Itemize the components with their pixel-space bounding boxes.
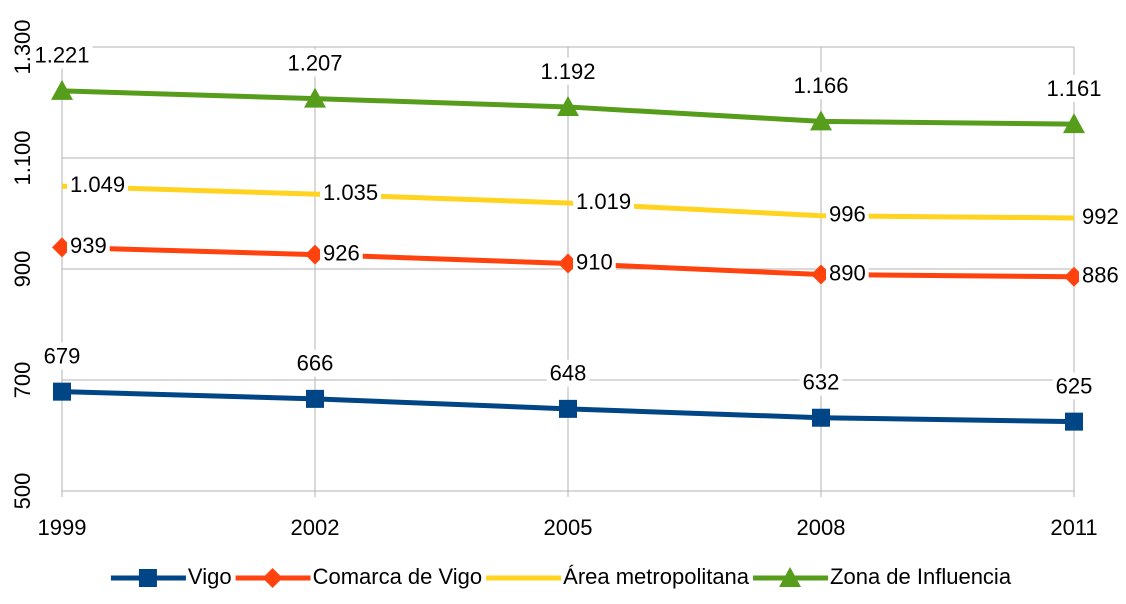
value-label-text: 666 [297, 351, 334, 376]
value-label-bg [826, 259, 869, 287]
value-label-bg [320, 239, 363, 267]
value-label-bg [573, 187, 635, 215]
marker [559, 399, 577, 418]
value-label-text: 625 [1056, 373, 1093, 398]
x-tick-label: 2011 [1050, 515, 1097, 540]
value-label-text: 1.035 [323, 180, 378, 205]
value-label-text: 910 [576, 249, 613, 274]
value-label-text: 926 [323, 240, 360, 265]
value-label: 996 [826, 200, 869, 228]
x-tick-label: 2002 [291, 515, 340, 540]
value-label: 648 [546, 359, 590, 387]
value-label: 1.019 [573, 187, 635, 215]
marker [138, 569, 157, 587]
value-label: 666 [293, 349, 337, 377]
value-label-bg [826, 200, 869, 228]
value-label-bg [1079, 202, 1122, 230]
value-label: 1.221 [31, 41, 93, 69]
value-label: 910 [573, 248, 616, 276]
value-label-text: 648 [550, 361, 587, 386]
x-tick-label: 2008 [797, 515, 846, 540]
legend-label: Área metropolitana [563, 564, 750, 589]
y-tick-label: 1.100 [10, 130, 35, 185]
legend: Vigo Comarca de Vigo Área metropolitana Zon… [110, 564, 1012, 589]
value-label: 886 [1079, 261, 1122, 289]
value-label-bg [573, 248, 616, 276]
value-label-text: 1.049 [70, 172, 125, 197]
value-label-bg [320, 178, 382, 206]
value-label-text: 1.166 [793, 73, 848, 98]
value-label-text: 1.207 [287, 50, 342, 75]
value-label: 1.192 [537, 57, 599, 85]
value-label-text: 1.161 [1046, 76, 1101, 101]
value-label-bg [1079, 261, 1122, 289]
value-label: 939 [67, 232, 110, 260]
value-label: 1.035 [320, 178, 382, 206]
value-label-bg [1052, 372, 1096, 400]
value-label-text: 996 [829, 202, 866, 227]
marker [557, 95, 579, 116]
value-label-bg [31, 41, 93, 69]
y-tick-label: 700 [10, 362, 35, 399]
series-line [61, 183, 1075, 221]
value-label-bg [67, 232, 110, 260]
value-label: 632 [799, 368, 843, 396]
value-label-bg [40, 342, 84, 370]
marker [810, 110, 832, 131]
marker [779, 567, 802, 587]
value-label: 1.049 [67, 171, 129, 199]
value-label-bg [284, 49, 346, 77]
marker [51, 79, 73, 100]
y-tick-label: 1.300 [10, 19, 35, 74]
value-label-text: 632 [803, 370, 840, 395]
legend-label: Vigo [188, 564, 232, 589]
value-label-bg [799, 368, 843, 396]
marker [1065, 412, 1083, 431]
value-label-bg [67, 171, 129, 199]
value-label-bg [293, 349, 337, 377]
legend-label: Comarca de Vigo [313, 564, 483, 589]
x-tick-label: 2005 [544, 515, 593, 540]
value-label-bg [1043, 74, 1105, 102]
y-tick-label: 900 [10, 251, 35, 288]
legend-label: Zona de Influencia [830, 564, 1012, 589]
value-label: 1.207 [284, 49, 346, 77]
value-label: 1.161 [1043, 74, 1105, 102]
marker [262, 568, 283, 588]
y-tick-label: 500 [10, 473, 35, 510]
marker [306, 389, 324, 408]
value-label-text: 1.192 [540, 59, 595, 84]
value-label-text: 992 [1082, 204, 1119, 229]
value-label-bg [790, 72, 852, 100]
value-label: 1.166 [790, 72, 852, 100]
marker [1063, 113, 1085, 134]
value-label-text: 679 [44, 343, 81, 368]
value-label-text: 890 [829, 260, 866, 285]
value-label: 926 [320, 239, 363, 267]
value-label-text: 886 [1082, 263, 1119, 288]
value-label-text: 939 [70, 233, 107, 258]
value-label: 890 [826, 259, 869, 287]
value-label-text: 1.221 [34, 43, 89, 68]
marker [812, 408, 830, 427]
value-label-bg [537, 57, 599, 85]
x-tick-label: 1999 [38, 515, 87, 540]
value-label: 679 [40, 342, 84, 370]
marker [304, 87, 326, 108]
value-label: 625 [1052, 372, 1096, 400]
value-label-bg [546, 359, 590, 387]
marker [53, 382, 71, 401]
value-label: 992 [1079, 202, 1122, 230]
value-label-text: 1.019 [576, 189, 631, 214]
